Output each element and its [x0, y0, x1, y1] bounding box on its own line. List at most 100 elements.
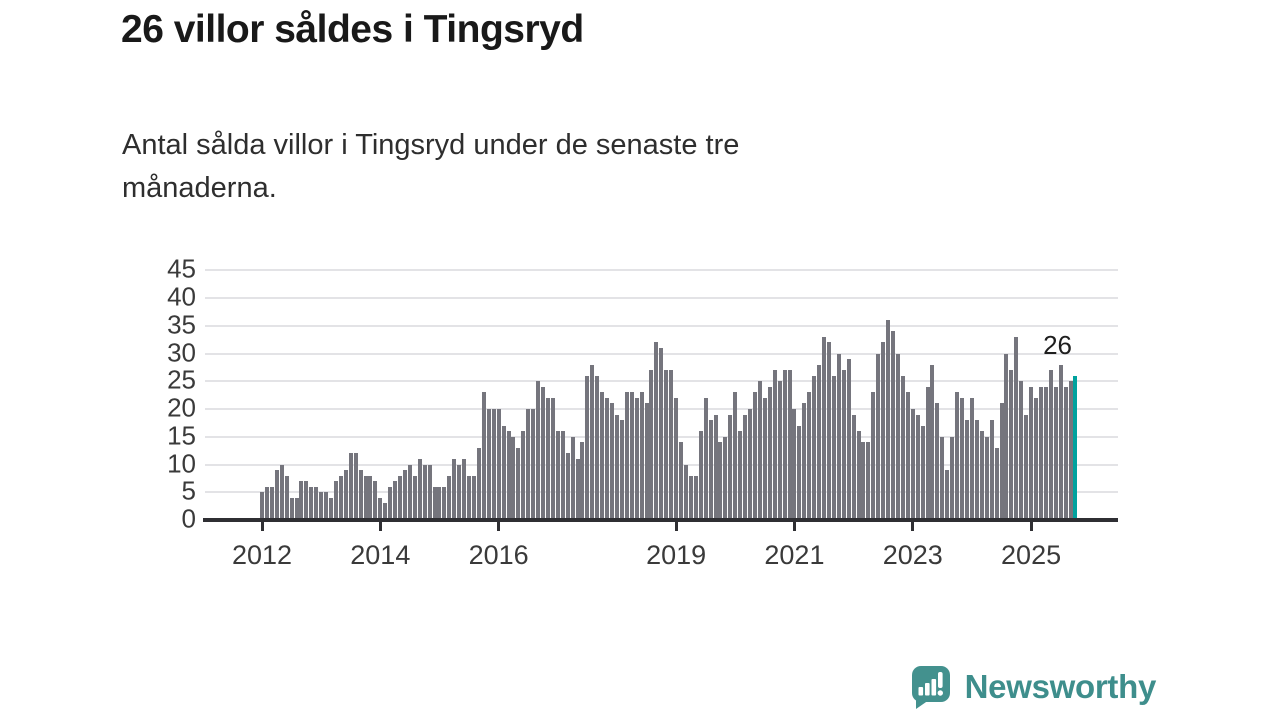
bar	[393, 481, 398, 520]
chart-subtitle: Antal sålda villor i Tingsryd under de s…	[122, 129, 740, 204]
bar	[580, 442, 585, 520]
x-axis-label: 2025	[1001, 540, 1062, 570]
bar	[797, 425, 802, 520]
bar	[935, 403, 940, 520]
bar	[526, 409, 531, 520]
x-axis-tick	[1029, 522, 1033, 531]
bar	[851, 414, 856, 520]
bar	[422, 464, 427, 520]
bar	[467, 475, 472, 520]
bar	[792, 409, 797, 520]
bar	[659, 347, 664, 520]
bar	[634, 397, 639, 520]
bar	[417, 458, 422, 520]
x-axis-label: 2014	[350, 540, 411, 570]
bar	[378, 497, 383, 520]
bar	[590, 364, 595, 520]
bar	[600, 392, 605, 520]
bar	[605, 397, 610, 520]
bar	[1048, 370, 1053, 520]
y-axis-label: 5	[181, 475, 196, 506]
bar	[757, 381, 762, 520]
bar	[683, 464, 688, 520]
bar	[570, 436, 575, 520]
bar	[994, 447, 999, 520]
x-axis-tick	[497, 522, 501, 531]
bar	[679, 442, 684, 520]
bar	[447, 475, 452, 520]
bar	[402, 470, 407, 520]
bar	[575, 458, 580, 520]
y-axis-label: 0	[181, 503, 196, 534]
bar	[629, 392, 634, 520]
gridline	[205, 297, 1118, 299]
bar	[669, 370, 674, 520]
bar	[999, 403, 1004, 520]
bar	[1014, 336, 1019, 520]
bar	[703, 397, 708, 520]
bar	[343, 470, 348, 520]
bar	[279, 464, 284, 520]
bar	[610, 403, 615, 520]
bar	[437, 486, 442, 520]
bar	[432, 486, 437, 520]
x-axis-tick	[911, 522, 915, 531]
bar	[836, 353, 841, 520]
bar	[748, 409, 753, 520]
bar	[674, 397, 679, 520]
newsworthy-icon	[911, 666, 950, 709]
bar	[876, 353, 881, 520]
bar	[649, 370, 654, 520]
gridline	[205, 269, 1118, 272]
bar	[398, 475, 403, 520]
bar	[733, 392, 738, 520]
gridline	[205, 324, 1118, 327]
bar	[762, 397, 767, 520]
bar	[1019, 381, 1024, 520]
bar	[1038, 386, 1043, 520]
bar	[516, 447, 521, 520]
bar	[614, 414, 619, 520]
bar	[269, 486, 274, 520]
bar	[782, 370, 787, 520]
x-axis-label: 2016	[468, 540, 529, 570]
bar	[802, 403, 807, 520]
y-axis-label: 10	[167, 447, 196, 478]
bar	[496, 409, 501, 520]
bar	[462, 458, 467, 520]
bar	[979, 431, 984, 520]
bar	[738, 431, 743, 520]
bar	[536, 381, 541, 520]
bar	[324, 492, 329, 520]
bar	[969, 397, 974, 520]
bar	[866, 442, 871, 520]
bar	[920, 425, 925, 520]
bar	[452, 458, 457, 520]
bar	[565, 453, 570, 520]
x-axis-label: 2023	[882, 540, 943, 570]
x-axis-tick	[378, 522, 382, 531]
bar	[974, 420, 979, 520]
bar	[274, 470, 279, 520]
bar	[427, 464, 432, 520]
bar	[753, 392, 757, 520]
bar	[812, 375, 817, 520]
bar	[984, 436, 989, 520]
highlight-bar	[1073, 375, 1078, 520]
newsworthy-wordmark: Newsworthy	[964, 667, 1157, 705]
bar	[506, 431, 511, 520]
x-axis-line	[203, 518, 1118, 522]
y-axis-label: 20	[167, 392, 196, 423]
bar	[1058, 364, 1063, 520]
bar	[708, 420, 713, 520]
bar	[925, 386, 930, 520]
bar	[822, 336, 827, 520]
bar	[368, 475, 373, 520]
bar	[693, 475, 698, 520]
bar	[353, 453, 358, 520]
bar	[905, 392, 910, 520]
y-axis-label: 25	[167, 364, 196, 395]
bar	[1034, 397, 1038, 520]
bar	[260, 492, 264, 520]
